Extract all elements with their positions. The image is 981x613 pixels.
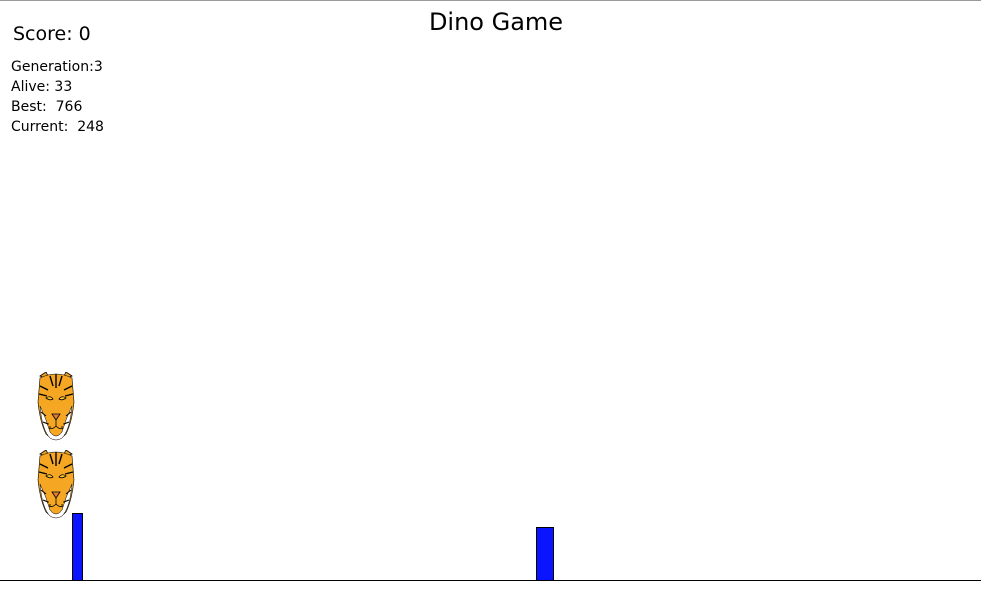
window-top-border xyxy=(0,0,981,1)
alive-stat: Alive: 33 xyxy=(11,77,104,97)
alive-value: 33 xyxy=(54,79,73,95)
score-label: Score xyxy=(13,23,67,45)
obstacle-2 xyxy=(536,527,554,581)
score-display: Score: 0 xyxy=(13,22,91,46)
current-label: Current: xyxy=(11,119,78,135)
stats-panel: Generation:3 Alive: 33 Best: 766 Current… xyxy=(11,57,104,137)
generation-value: 3 xyxy=(93,59,103,75)
best-label: Best: xyxy=(11,99,56,115)
tiger-face-icon xyxy=(37,372,75,441)
generation-label: Generation: xyxy=(11,59,94,75)
score-value: 0 xyxy=(78,23,91,45)
generation-stat: Generation:3 xyxy=(11,57,104,77)
obstacle-1 xyxy=(72,513,83,581)
ground-line xyxy=(0,580,981,581)
current-value: 248 xyxy=(77,119,104,135)
alive-label: Alive: xyxy=(11,79,55,95)
current-stat: Current: 248 xyxy=(11,117,104,137)
tiger-player-2 xyxy=(36,450,76,522)
score-separator: : xyxy=(66,23,79,45)
best-stat: Best: 766 xyxy=(11,97,104,117)
tiger-face-icon xyxy=(37,450,75,519)
game-title: Dino Game xyxy=(428,8,564,36)
tiger-player-1 xyxy=(36,372,76,444)
best-value: 766 xyxy=(55,99,83,115)
